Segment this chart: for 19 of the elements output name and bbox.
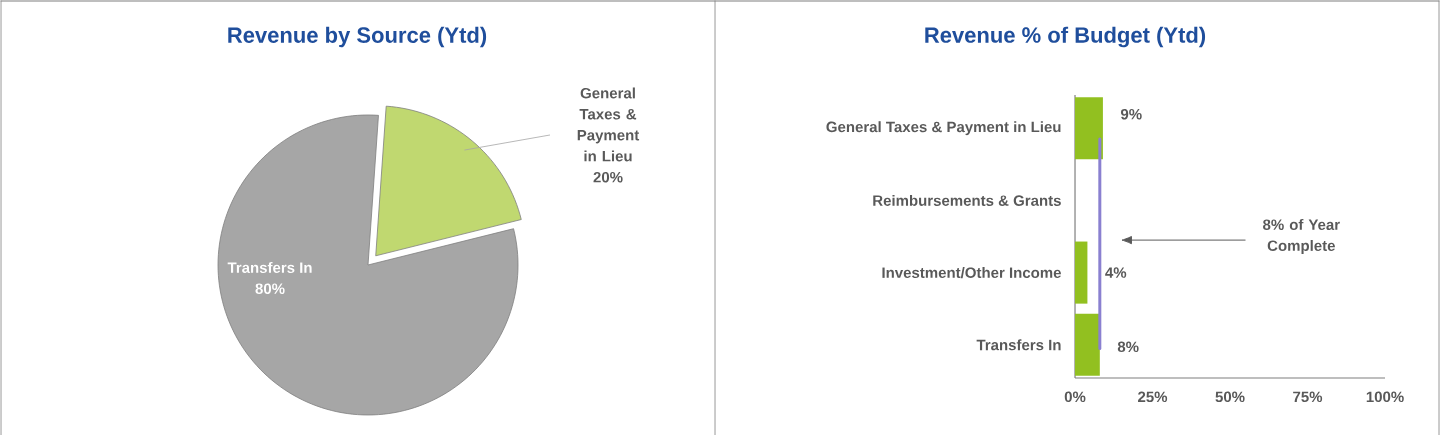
chart-title: Revenue by Source (Ytd) [228, 26, 487, 48]
x-tick-label: 100% [1366, 391, 1404, 403]
annotation: 8% of Year Complete [1263, 218, 1340, 254]
data-label: 8% [1117, 341, 1139, 353]
data-label: 9% [1120, 108, 1142, 120]
data-label: 4% [1105, 267, 1127, 278]
slice-label: General Taxes & Payment in Lieu [577, 87, 640, 162]
x-tick-label: 0% [1064, 391, 1086, 403]
y-tick-label: Investment/Other Income [882, 267, 1061, 279]
x-tick-label: 50% [1215, 391, 1245, 403]
x-tick-label: 75% [1293, 391, 1323, 403]
y-tick-label: Reimbursements & Grants [873, 194, 1061, 206]
y-tick-label: General Taxes & Payment in Lieu [826, 121, 1061, 136]
slice-label: Transfers In [227, 261, 312, 273]
chart-title: Revenue % of Budget (Ytd) [925, 26, 1206, 48]
y-tick-label: Transfers In [976, 339, 1061, 351]
data-label: 20% [593, 171, 623, 183]
data-label: 80% [255, 283, 285, 294]
x-tick-label: 25% [1138, 391, 1168, 403]
